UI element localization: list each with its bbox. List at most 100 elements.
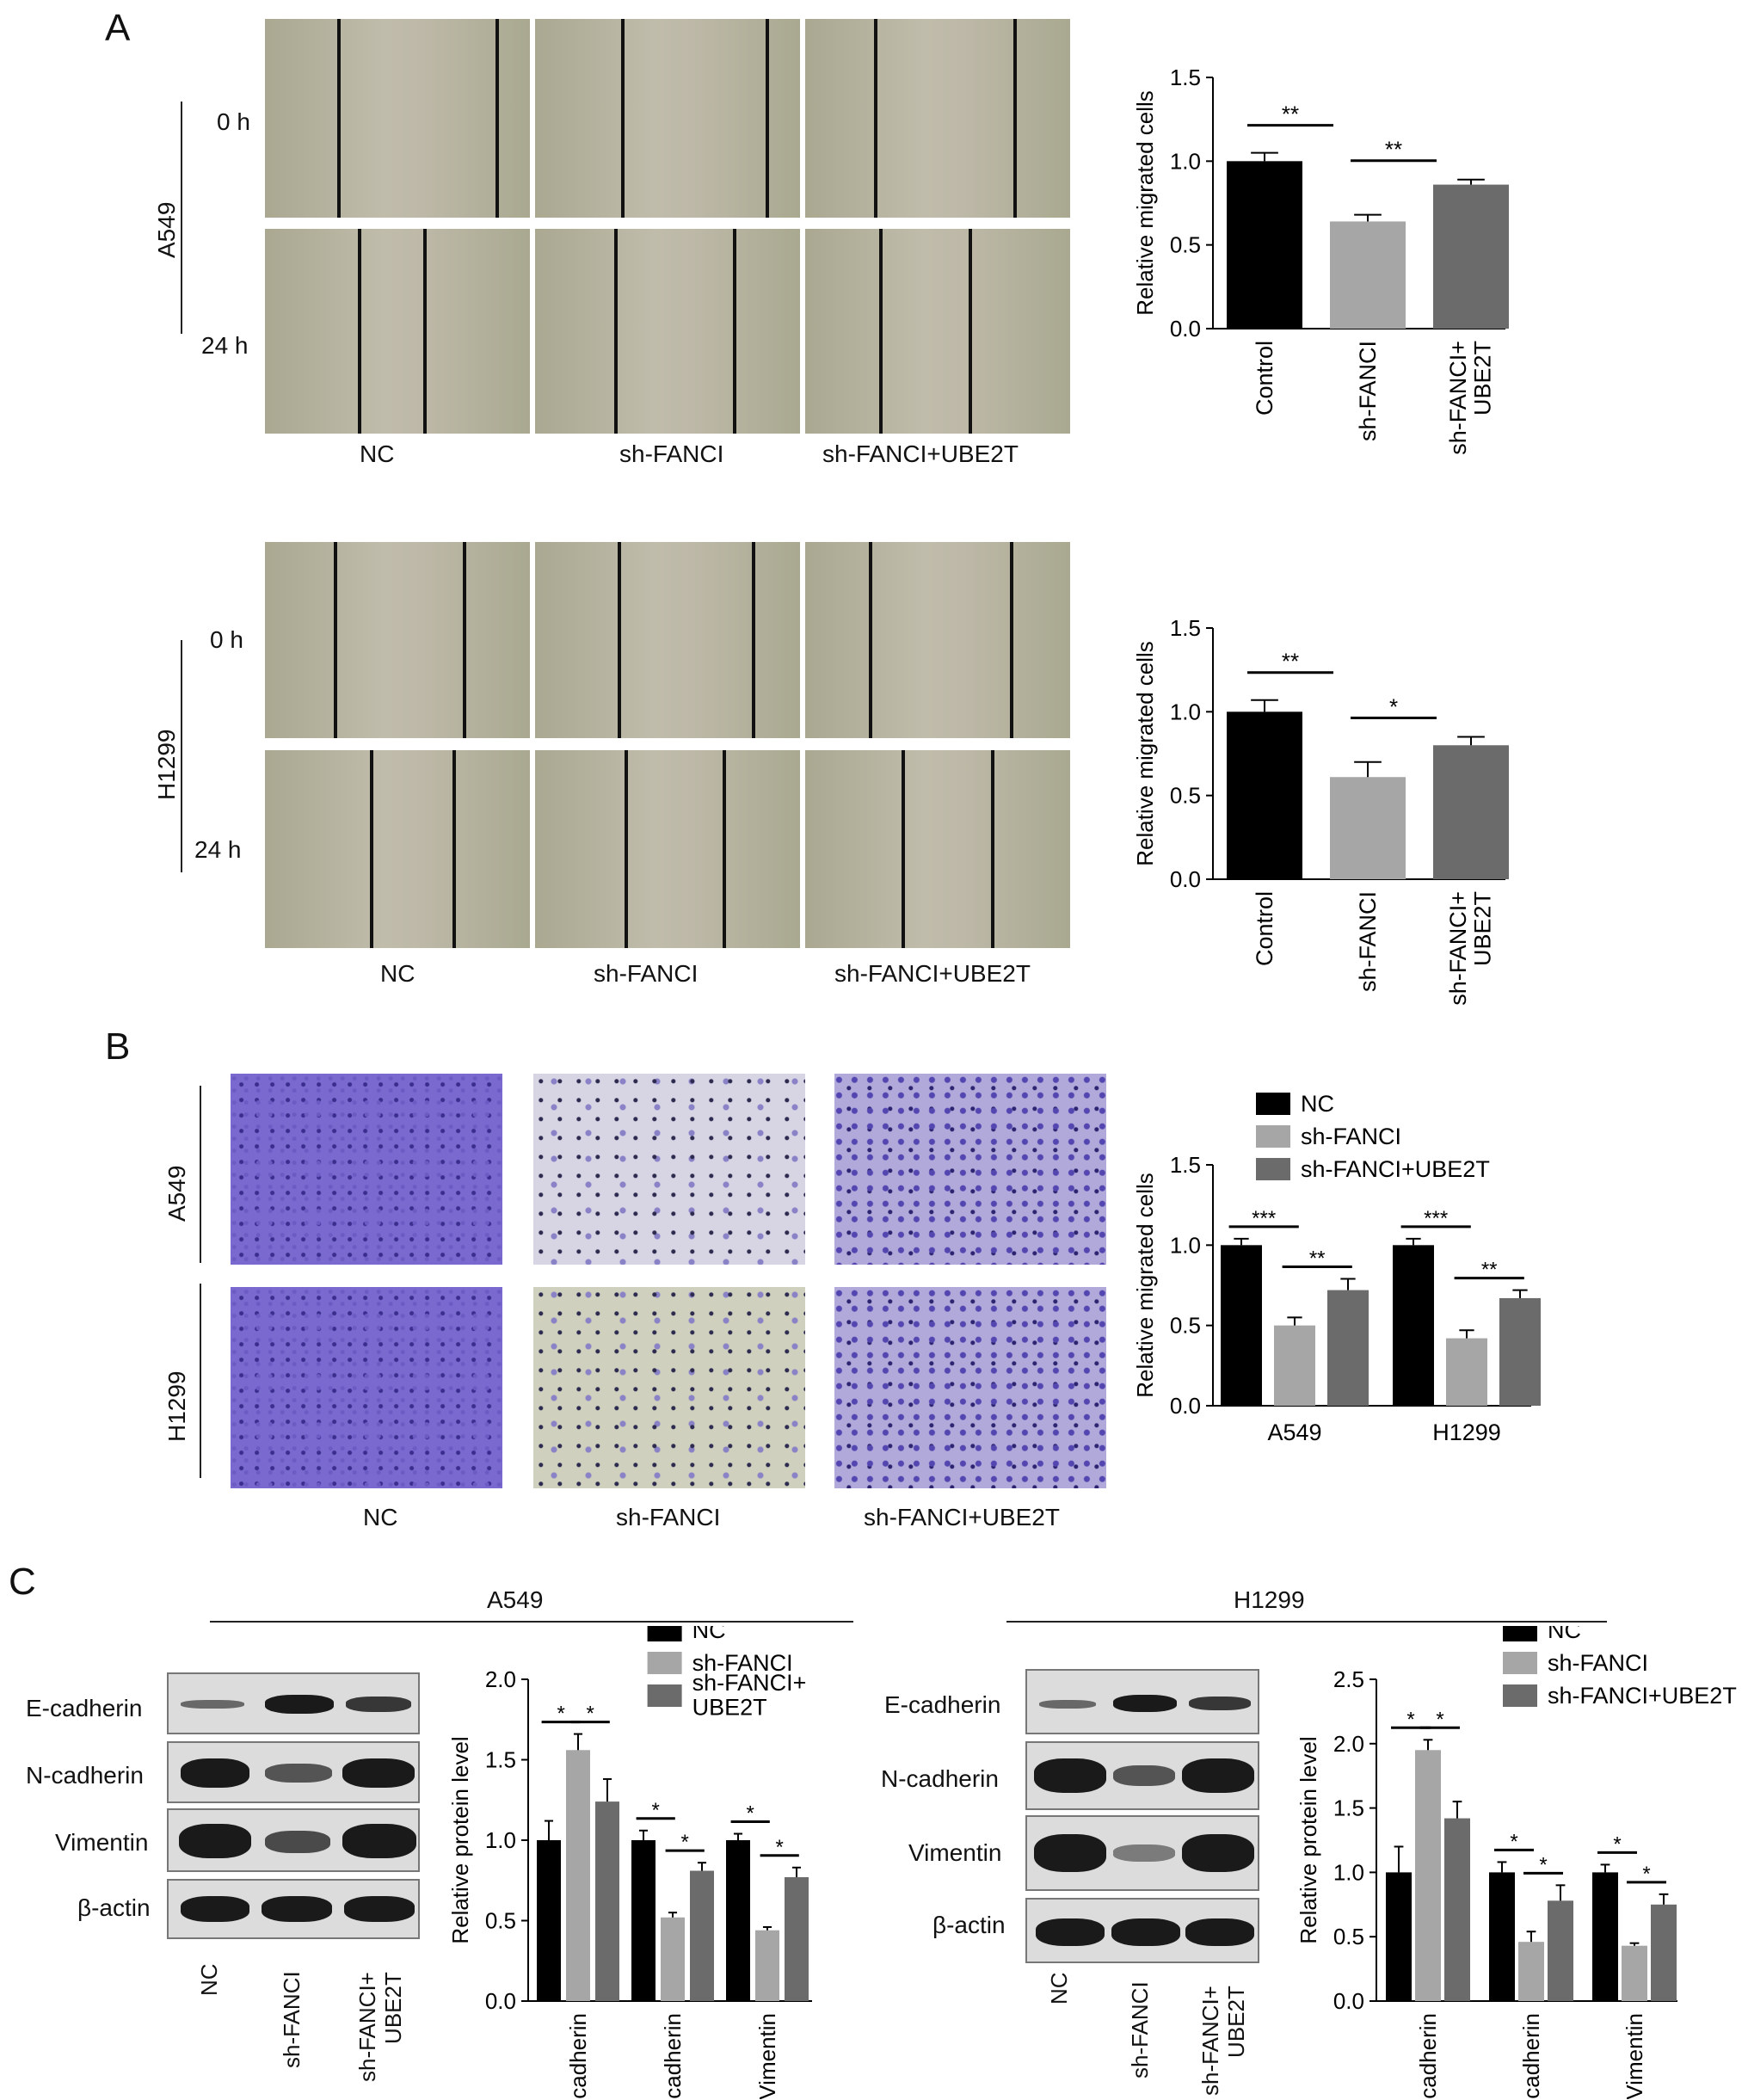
bar	[1651, 1904, 1677, 2001]
condition-label-h1299-combo: sh-FANCI+UBE2T	[834, 960, 1031, 987]
y-tick-label: 0.5	[1170, 232, 1201, 258]
y-axis-label: Relative protein level	[447, 1736, 473, 1943]
category-label: Vimentin	[1622, 2013, 1647, 2099]
time-label-0h-h1299: 0 h	[210, 626, 243, 653]
bar	[1393, 1245, 1434, 1406]
category-label: N-cadherin	[660, 2013, 686, 2099]
panel-label-c: C	[9, 1561, 36, 1603]
category-label: E-cadherin	[1415, 2013, 1441, 2099]
bar	[1433, 184, 1509, 329]
y-tick-label: 1.5	[485, 1747, 516, 1773]
bar	[785, 1877, 809, 2001]
bar	[595, 1801, 619, 2001]
condition-label-transwell-shfanci: sh-FANCI	[616, 1504, 721, 1530]
bar	[537, 1840, 561, 2001]
lane-label-a549-shfanci: sh-FANCI	[279, 1971, 305, 2068]
significance-label: **	[1309, 1247, 1326, 1271]
bar	[1415, 1750, 1441, 2001]
category-label: Control	[1252, 891, 1277, 966]
cell-line-label-h1299-wound: H1299	[153, 729, 180, 800]
legend-label: NC	[1548, 1626, 1581, 1643]
y-tick-label: 1.0	[1170, 1232, 1201, 1258]
bar	[661, 1917, 685, 2001]
y-tick-label: 0.0	[1170, 866, 1201, 892]
lane-label-h1299-nc: NC	[1046, 1972, 1072, 2005]
bar	[1386, 1872, 1412, 2001]
bar	[690, 1870, 714, 2001]
significance-label: *	[557, 1703, 565, 1726]
y-tick-label: 1.5	[1170, 1152, 1201, 1178]
lane-label-h1299-shfanci: sh-FANCI	[1127, 1981, 1153, 2078]
significance-label: *	[1389, 694, 1398, 720]
transwell-image-h1299-nc	[231, 1287, 502, 1488]
y-tick-label: 2.0	[1333, 1731, 1364, 1757]
blot-a549-ecad	[167, 1672, 420, 1734]
bar	[726, 1840, 750, 2001]
wound-image-a549-combo-24h	[803, 227, 1072, 435]
blot-title-a549: A549	[487, 1586, 544, 1613]
significance-label: **	[1481, 1259, 1498, 1282]
legend-label: sh-FANCI+UBE2T	[1301, 1156, 1490, 1182]
protein-label-h1299-ecad: E-cadherin	[884, 1691, 1001, 1718]
bracket-h1299-transwell	[200, 1284, 201, 1478]
bar	[755, 1930, 779, 2001]
legend-swatch	[1256, 1158, 1290, 1180]
legend-label: NC	[692, 1626, 726, 1643]
transwell-image-h1299-combo	[834, 1287, 1106, 1488]
significance-label: **	[1282, 102, 1299, 127]
wound-image-h1299-nc-24h	[263, 748, 532, 950]
y-tick-label: 0.0	[1170, 316, 1201, 342]
bar	[566, 1750, 590, 2001]
protein-label-a549-ncad: N-cadherin	[26, 1762, 144, 1789]
bar	[1330, 777, 1406, 879]
condition-label-transwell-nc: NC	[363, 1504, 398, 1530]
protein-label-h1299-vim: Vimentin	[908, 1839, 1002, 1866]
y-tick-label: 1.5	[1170, 65, 1201, 90]
wound-image-a549-nc-24h	[263, 227, 532, 435]
bar	[1444, 1818, 1470, 2001]
bar	[1227, 161, 1302, 329]
y-tick-label: 0.5	[485, 1908, 516, 1934]
legend-swatch	[1503, 1652, 1537, 1674]
category-label: sh-FANCI+UBE2T	[1445, 891, 1495, 1006]
y-tick-label: 0.5	[1170, 783, 1201, 809]
significance-label: ***	[1424, 1207, 1448, 1230]
significance-label: *	[776, 1836, 784, 1859]
significance-label: **	[1282, 649, 1299, 674]
legend-swatch	[647, 1684, 682, 1707]
bar	[1518, 1942, 1544, 2001]
category-label: Vimentin	[754, 2013, 780, 2099]
y-tick-label: 0.0	[485, 1988, 516, 2014]
blot-a549-actin	[167, 1879, 420, 1939]
significance-label: *	[1436, 1708, 1443, 1731]
chart-a549-wb: 0.0 0.5 1.0 1.5 2.0 Relative protein level E-c…	[447, 1626, 812, 2099]
legend-label: sh-FANCI	[1301, 1124, 1401, 1149]
bar	[1227, 711, 1302, 879]
protein-label-h1299-actin: β-actin	[932, 1912, 1006, 1938]
lane-label-a549-combo: sh-FANCI+ UBE2T	[354, 1972, 406, 2082]
bar	[1499, 1297, 1541, 1406]
row-label-a549-transwell: A549	[163, 1165, 190, 1222]
time-label-24h-a549: 24 h	[201, 332, 249, 359]
legend-label: sh-FANCI	[692, 1650, 793, 1676]
y-tick-label: 0.5	[1333, 1924, 1364, 1949]
category-label: sh-FANCI	[1355, 891, 1381, 992]
legend-label: sh-FANCI	[1548, 1650, 1648, 1676]
category-label: N-cadherin	[1518, 2013, 1544, 2099]
wound-image-a549-nc-0h	[263, 17, 532, 219]
y-axis-label: Relative migrated cells	[1132, 641, 1158, 866]
legend-swatch	[647, 1626, 682, 1641]
condition-label-h1299-nc: NC	[380, 960, 415, 987]
time-label-0h-a549: 0 h	[217, 108, 250, 135]
category-label: sh-FANCI	[1355, 341, 1381, 441]
significance-label: *	[1613, 1832, 1621, 1856]
legend-swatch	[1503, 1684, 1537, 1707]
wound-image-h1299-combo-24h	[803, 748, 1072, 950]
significance-label: *	[652, 1799, 660, 1822]
bracket-a549-wound	[181, 102, 182, 334]
y-tick-label: 1.0	[1170, 148, 1201, 174]
legend-label: sh-FANCI+UBE2T	[692, 1670, 807, 1720]
y-tick-label: 1.5	[1170, 615, 1201, 641]
wound-image-h1299-shfanci-0h	[533, 540, 802, 740]
protein-label-a549-vim: Vimentin	[55, 1829, 149, 1856]
